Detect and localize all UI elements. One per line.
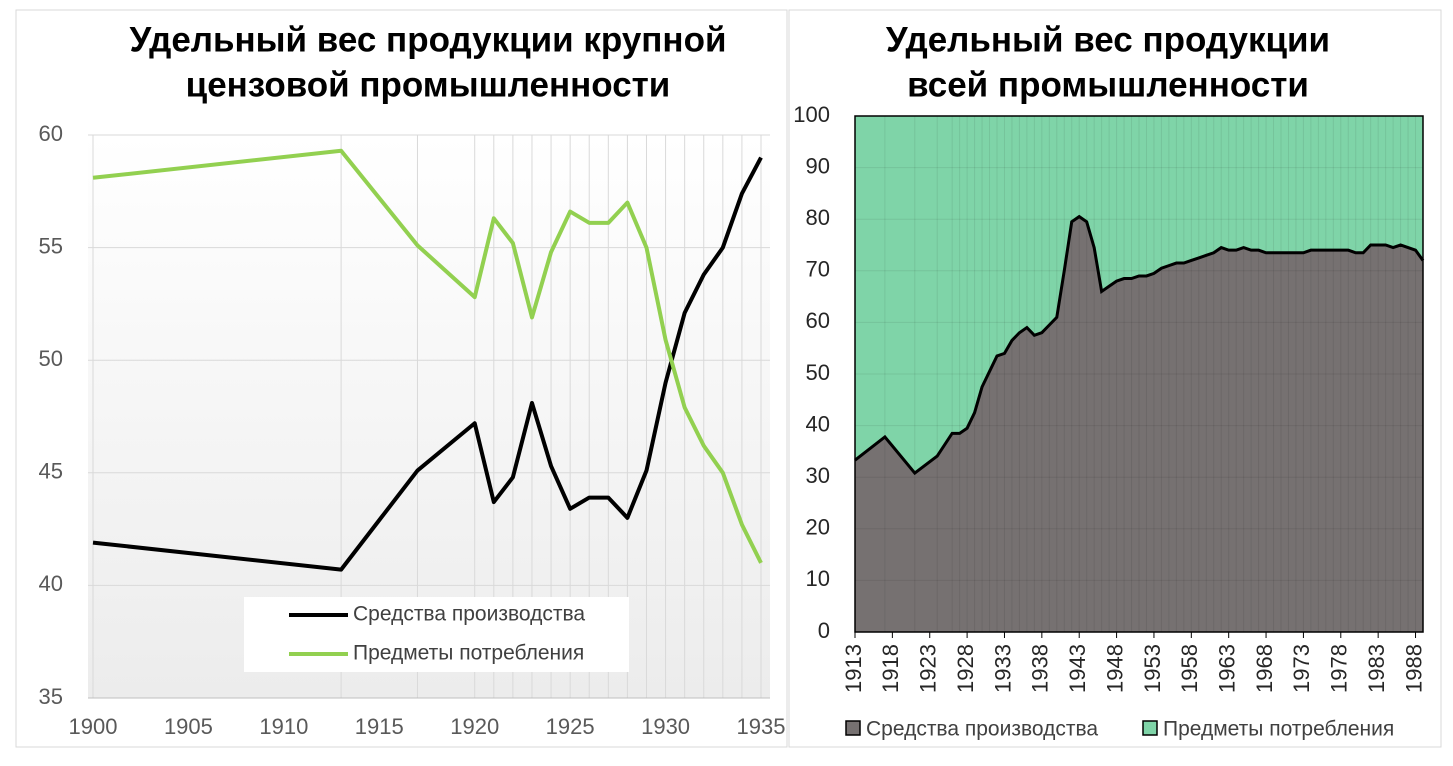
x-tick-label: 1935	[737, 714, 786, 739]
data-line	[92, 156, 763, 572]
legend-box	[244, 597, 629, 672]
x-tick-label: 1988	[1401, 644, 1426, 693]
y-tick-label: 40	[806, 411, 830, 436]
x-tick-label: 1953	[1140, 644, 1165, 693]
x-tick-label: 1918	[878, 644, 903, 693]
x-tick-label: 1958	[1177, 644, 1202, 693]
legend-label: Предметы потребления	[353, 642, 584, 665]
x-tick-label: 1920	[450, 714, 499, 739]
y-tick-label: 70	[806, 257, 830, 282]
chart-title: Удельный вес продукции	[886, 20, 1330, 59]
x-tick-label: 1913	[841, 644, 866, 693]
x-tick-label: 1928	[953, 644, 978, 693]
legend-label: Средства производства	[866, 718, 1098, 741]
y-tick-label: 30	[806, 463, 830, 488]
x-tick-label: 1938	[1028, 644, 1053, 693]
x-tick-label: 1948	[1102, 644, 1127, 693]
y-tick-label: 45	[39, 459, 63, 484]
x-tick-label: 1973	[1289, 644, 1314, 693]
boundary-line	[854, 214, 1425, 476]
x-tick-label: 1925	[546, 714, 595, 739]
x-tick-label: 1923	[916, 644, 941, 693]
legend-label: Предметы потребления	[1163, 718, 1394, 741]
chart-title: всей промышленности	[907, 65, 1309, 104]
x-tick-label: 1910	[259, 714, 308, 739]
x-tick-label: 1933	[990, 644, 1015, 693]
x-tick-label: 1905	[164, 714, 213, 739]
y-tick-label: 35	[39, 684, 63, 709]
area	[855, 216, 1423, 632]
x-tick-label: 1983	[1364, 644, 1389, 693]
area	[855, 116, 1423, 474]
x-tick-label: 1968	[1252, 644, 1277, 693]
plot-frame	[854, 115, 1424, 633]
x-tick-label: 1930	[641, 714, 690, 739]
x-tick-label: 1915	[355, 714, 404, 739]
y-tick-label: 50	[39, 346, 63, 371]
chart-title: цензовой промышленности	[186, 65, 671, 104]
y-tick-label: 60	[39, 121, 63, 146]
y-tick-label: 50	[806, 360, 830, 385]
chart-title: Удельный вес продукции крупной	[130, 20, 727, 59]
y-tick-label: 100	[793, 102, 830, 127]
y-tick-label: 20	[806, 515, 830, 540]
y-tick-label: 10	[806, 566, 830, 591]
legend-label: Средства производства	[353, 603, 585, 626]
x-tick-label: 1978	[1327, 644, 1352, 693]
y-tick-label: 90	[806, 153, 830, 178]
data-line	[92, 148, 763, 564]
y-tick-label: 55	[39, 233, 63, 258]
x-tick-label: 1900	[69, 714, 118, 739]
legend-swatch	[845, 720, 861, 736]
y-tick-label: 80	[806, 205, 830, 230]
y-tick-label: 40	[39, 571, 63, 596]
x-tick-label: 1963	[1214, 644, 1239, 693]
legend-swatch	[1142, 720, 1158, 736]
y-tick-label: 0	[818, 618, 830, 643]
y-tick-label: 60	[806, 308, 830, 333]
x-tick-label: 1943	[1065, 644, 1090, 693]
